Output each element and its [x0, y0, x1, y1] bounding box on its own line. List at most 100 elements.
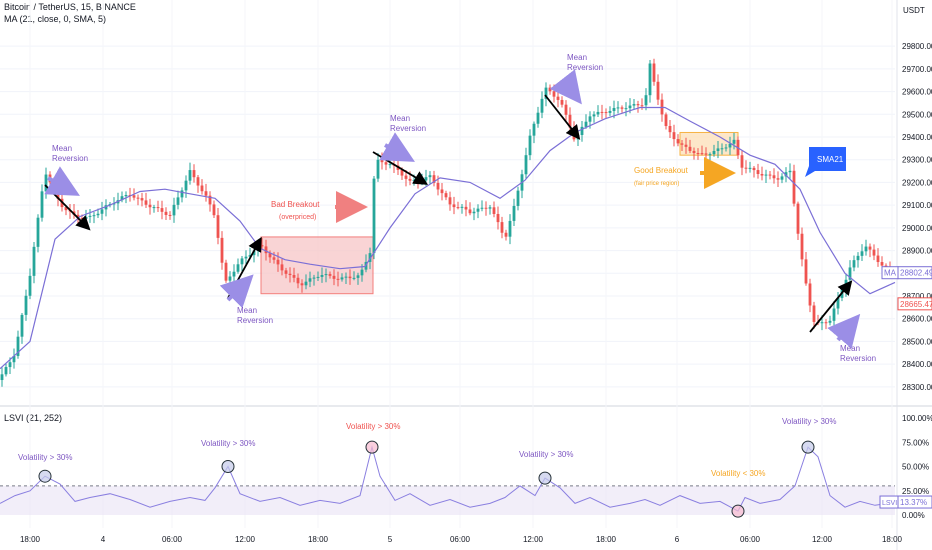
sma21-callout-box	[805, 147, 846, 177]
candle-body	[704, 153, 708, 155]
candle-body	[756, 170, 760, 175]
candle-body	[524, 155, 528, 175]
trend-arrow-5	[809, 280, 853, 333]
candle-body	[644, 95, 648, 106]
candle-body	[96, 213, 100, 216]
lsvi-badge-label: LSVI	[882, 500, 897, 507]
candle-body	[360, 269, 364, 276]
candle-body	[208, 195, 212, 205]
candle-body	[120, 196, 124, 201]
candle-body	[232, 271, 236, 277]
candle-body	[164, 211, 168, 215]
lsvi-tick-label: 0.00%	[902, 511, 925, 520]
time-tick-label: 4	[101, 535, 106, 544]
candle-body	[140, 198, 144, 201]
candle-body	[408, 178, 412, 181]
price-tick-label: 29200.00	[902, 178, 932, 187]
price-tick-label: 28500.00	[902, 337, 932, 346]
candle-body	[580, 126, 584, 135]
candle-body	[532, 123, 536, 136]
good-breakout-label: Good Breakout	[634, 166, 689, 175]
candle-body	[324, 274, 328, 276]
price-tick-label: 29800.00	[902, 42, 932, 51]
candle-body	[204, 191, 208, 196]
annotation-boxes	[0, 131, 895, 515]
candle-body	[476, 208, 480, 212]
lsvi-tick-label: 100.00%	[902, 414, 932, 423]
candle-body	[452, 204, 456, 208]
candle-body	[780, 176, 784, 180]
candle-body	[100, 209, 104, 214]
mean-reversion-label-3: Reversion	[390, 124, 426, 133]
price-tick-label: 29500.00	[902, 110, 932, 119]
last-price-badge	[897, 297, 932, 311]
candle-body	[640, 105, 644, 107]
time-tick-label: 18:00	[882, 535, 903, 544]
candle-body	[868, 246, 872, 250]
candle-body	[272, 257, 276, 260]
candle-body	[304, 281, 308, 286]
candle-body	[528, 135, 532, 156]
candle-body	[536, 112, 540, 124]
price-tick-label: 28600.00	[902, 315, 932, 324]
candle-body	[616, 107, 620, 109]
candle-body	[832, 308, 836, 321]
candle-body	[188, 170, 192, 181]
candle-body	[496, 213, 500, 223]
time-tick-label: 5	[388, 535, 393, 544]
candle-body	[464, 206, 468, 210]
candle-body	[448, 197, 452, 205]
lsvi-indicator-label: LSVI (21, 252)	[4, 413, 63, 423]
candle-body	[584, 121, 588, 127]
candle-body	[716, 148, 720, 151]
candle-body	[648, 63, 652, 96]
candle-body	[764, 174, 768, 176]
price-tick-label: 29000.00	[902, 224, 932, 233]
candle-body	[672, 132, 676, 140]
candle-body	[708, 154, 712, 156]
candle-body	[724, 147, 728, 149]
candle-body	[656, 81, 660, 100]
price-tick-label: 28400.00	[902, 360, 932, 369]
candle-body	[124, 195, 128, 197]
candle-body	[176, 197, 180, 205]
candle-body	[552, 91, 556, 97]
annotations: MeanReversionMeanReversionMeanReversionM…	[18, 53, 876, 518]
candle-body	[720, 148, 724, 150]
bad-breakout-label: Bad Breakout	[271, 200, 320, 209]
volatility-high-label-4: Volatility > 30%	[519, 450, 573, 459]
candle-body	[596, 111, 600, 115]
mean-reversion-label-2: Mean	[237, 306, 257, 315]
candle-body	[32, 246, 36, 276]
last-price-label: 28665.47	[900, 300, 932, 309]
candle-body	[488, 207, 492, 209]
volatility-marker-circle	[38, 469, 52, 483]
candle-body	[800, 233, 804, 260]
candle-body	[280, 264, 284, 271]
candle-body	[212, 204, 216, 216]
candle-body	[444, 193, 448, 198]
axes: 29800.00 29700.00 29600.00 29500.00 29400.00…	[20, 42, 932, 544]
ma-badge-label: MA	[884, 269, 897, 278]
candle-body	[636, 104, 640, 106]
candle-body	[220, 237, 224, 263]
candle-body	[860, 251, 864, 256]
candle-body	[740, 155, 744, 168]
candle-body	[292, 275, 296, 278]
trend-arrow-2	[227, 236, 262, 299]
candle-body	[412, 179, 416, 181]
candle-body	[196, 177, 200, 186]
candle-body	[668, 126, 672, 133]
candle-body	[260, 245, 264, 247]
candle-body	[248, 255, 252, 257]
candle-body	[612, 107, 616, 111]
candle-body	[700, 153, 704, 155]
price-tick-label: 29300.00	[902, 156, 932, 165]
candle-body	[508, 220, 512, 237]
candle-body	[424, 177, 428, 181]
trend-arrow-3	[372, 151, 429, 185]
candle-body	[588, 116, 592, 122]
mean-reversion-label-1: Reversion	[52, 154, 88, 163]
lsvi-value-badge	[897, 495, 932, 509]
time-tick-label: 06:00	[740, 535, 761, 544]
